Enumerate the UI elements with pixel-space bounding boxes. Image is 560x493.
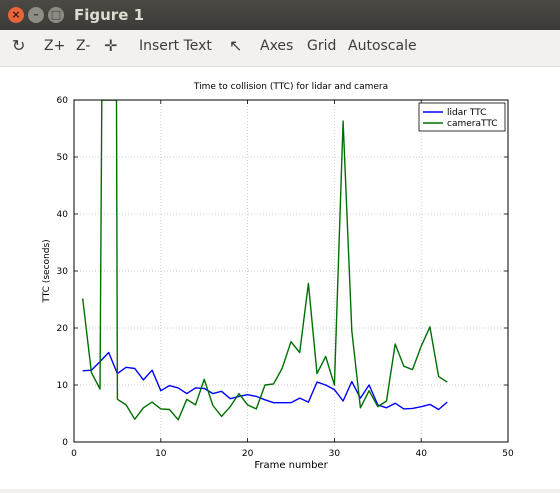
legend-label: cameraTTC [447,119,498,129]
y-tick-label: 0 [62,438,68,448]
y-tick-label: 40 [57,210,69,220]
ttc-chart: 0 10 20 30 40 50 0 10 20 30 40 50 60 Time to collisi… [42,82,514,471]
x-tick-label: 30 [329,449,341,459]
y-tick-label: 30 [57,267,69,277]
minimize-window-icon[interactable]: – [28,7,44,23]
series-line-lidar [82,351,448,411]
reset-view-button[interactable]: ↻ [12,36,26,55]
close-window-icon[interactable]: × [8,7,24,23]
window-title: Figure 1 [74,6,145,24]
figure-canvas[interactable]: 0 10 20 30 40 50 0 10 20 30 40 50 60 Time to collisi… [0,67,560,489]
x-tick-label: 20 [242,449,254,459]
axes-button[interactable]: Axes [260,38,294,54]
y-tick-label: 60 [57,96,69,106]
zoom-in-button[interactable]: Z+ [44,38,66,54]
figure-toolbar: ↻ Z+ Z- ✛ Insert Text ↖ Axes Grid Autosc… [0,30,560,67]
legend-box [418,102,506,132]
insert-text-button[interactable]: Insert Text [139,38,212,54]
grid-layer [74,100,508,442]
y-axis-label: TTC (seconds) [42,239,52,303]
legend-label: lidar TTC [447,108,486,118]
grid-button[interactable]: Grid [307,38,337,54]
x-tick-label: 0 [71,449,77,459]
series-line-camera [82,100,448,421]
chart-title: Time to collision (TTC) for lidar and ca… [193,82,388,92]
maximize-window-icon[interactable]: □ [48,7,64,23]
pan-button[interactable]: ✛ [104,36,118,55]
zoom-out-button[interactable]: Z- [76,38,91,54]
x-tick-label: 10 [155,449,167,459]
y-tick-label: 10 [57,381,69,391]
pointer-button[interactable]: ↖ [229,36,243,55]
window-titlebar: × – □ Figure 1 [0,0,560,30]
x-tick-label: 50 [502,449,514,459]
autoscale-button[interactable]: Autoscale [348,38,417,54]
y-tick-label: 20 [57,324,69,334]
series-layer [82,100,448,421]
x-axis-label: Frame number [254,460,328,471]
y-tick-label: 50 [57,153,69,163]
x-tick-label: 40 [415,449,427,459]
ticks-layer: 0 10 20 30 40 50 0 10 20 30 40 50 60 [57,96,514,459]
